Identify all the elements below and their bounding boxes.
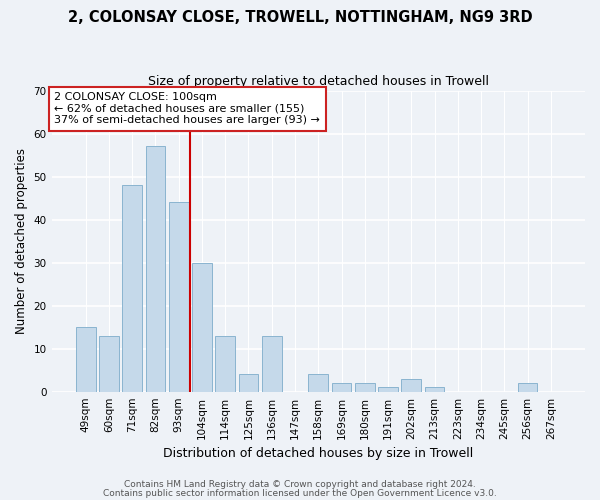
Bar: [76, 327, 95, 392]
Text: Contains public sector information licensed under the Open Government Licence v3: Contains public sector information licen…: [103, 489, 497, 498]
Title: Size of property relative to detached houses in Trowell: Size of property relative to detached ho…: [148, 75, 489, 88]
Bar: [332, 383, 352, 392]
Bar: [215, 336, 235, 392]
Text: 2, COLONSAY CLOSE, TROWELL, NOTTINGHAM, NG9 3RD: 2, COLONSAY CLOSE, TROWELL, NOTTINGHAM, …: [68, 10, 532, 25]
Bar: [355, 383, 374, 392]
Bar: [378, 388, 398, 392]
Bar: [518, 383, 538, 392]
Text: Contains HM Land Registry data © Crown copyright and database right 2024.: Contains HM Land Registry data © Crown c…: [124, 480, 476, 489]
Bar: [262, 336, 281, 392]
Bar: [99, 336, 119, 392]
Bar: [169, 202, 188, 392]
Text: 2 COLONSAY CLOSE: 100sqm
← 62% of detached houses are smaller (155)
37% of semi-: 2 COLONSAY CLOSE: 100sqm ← 62% of detach…: [54, 92, 320, 126]
Bar: [308, 374, 328, 392]
Bar: [146, 146, 166, 392]
X-axis label: Distribution of detached houses by size in Trowell: Distribution of detached houses by size …: [163, 447, 473, 460]
Y-axis label: Number of detached properties: Number of detached properties: [15, 148, 28, 334]
Bar: [122, 185, 142, 392]
Bar: [192, 262, 212, 392]
Bar: [401, 379, 421, 392]
Bar: [425, 388, 445, 392]
Bar: [239, 374, 259, 392]
